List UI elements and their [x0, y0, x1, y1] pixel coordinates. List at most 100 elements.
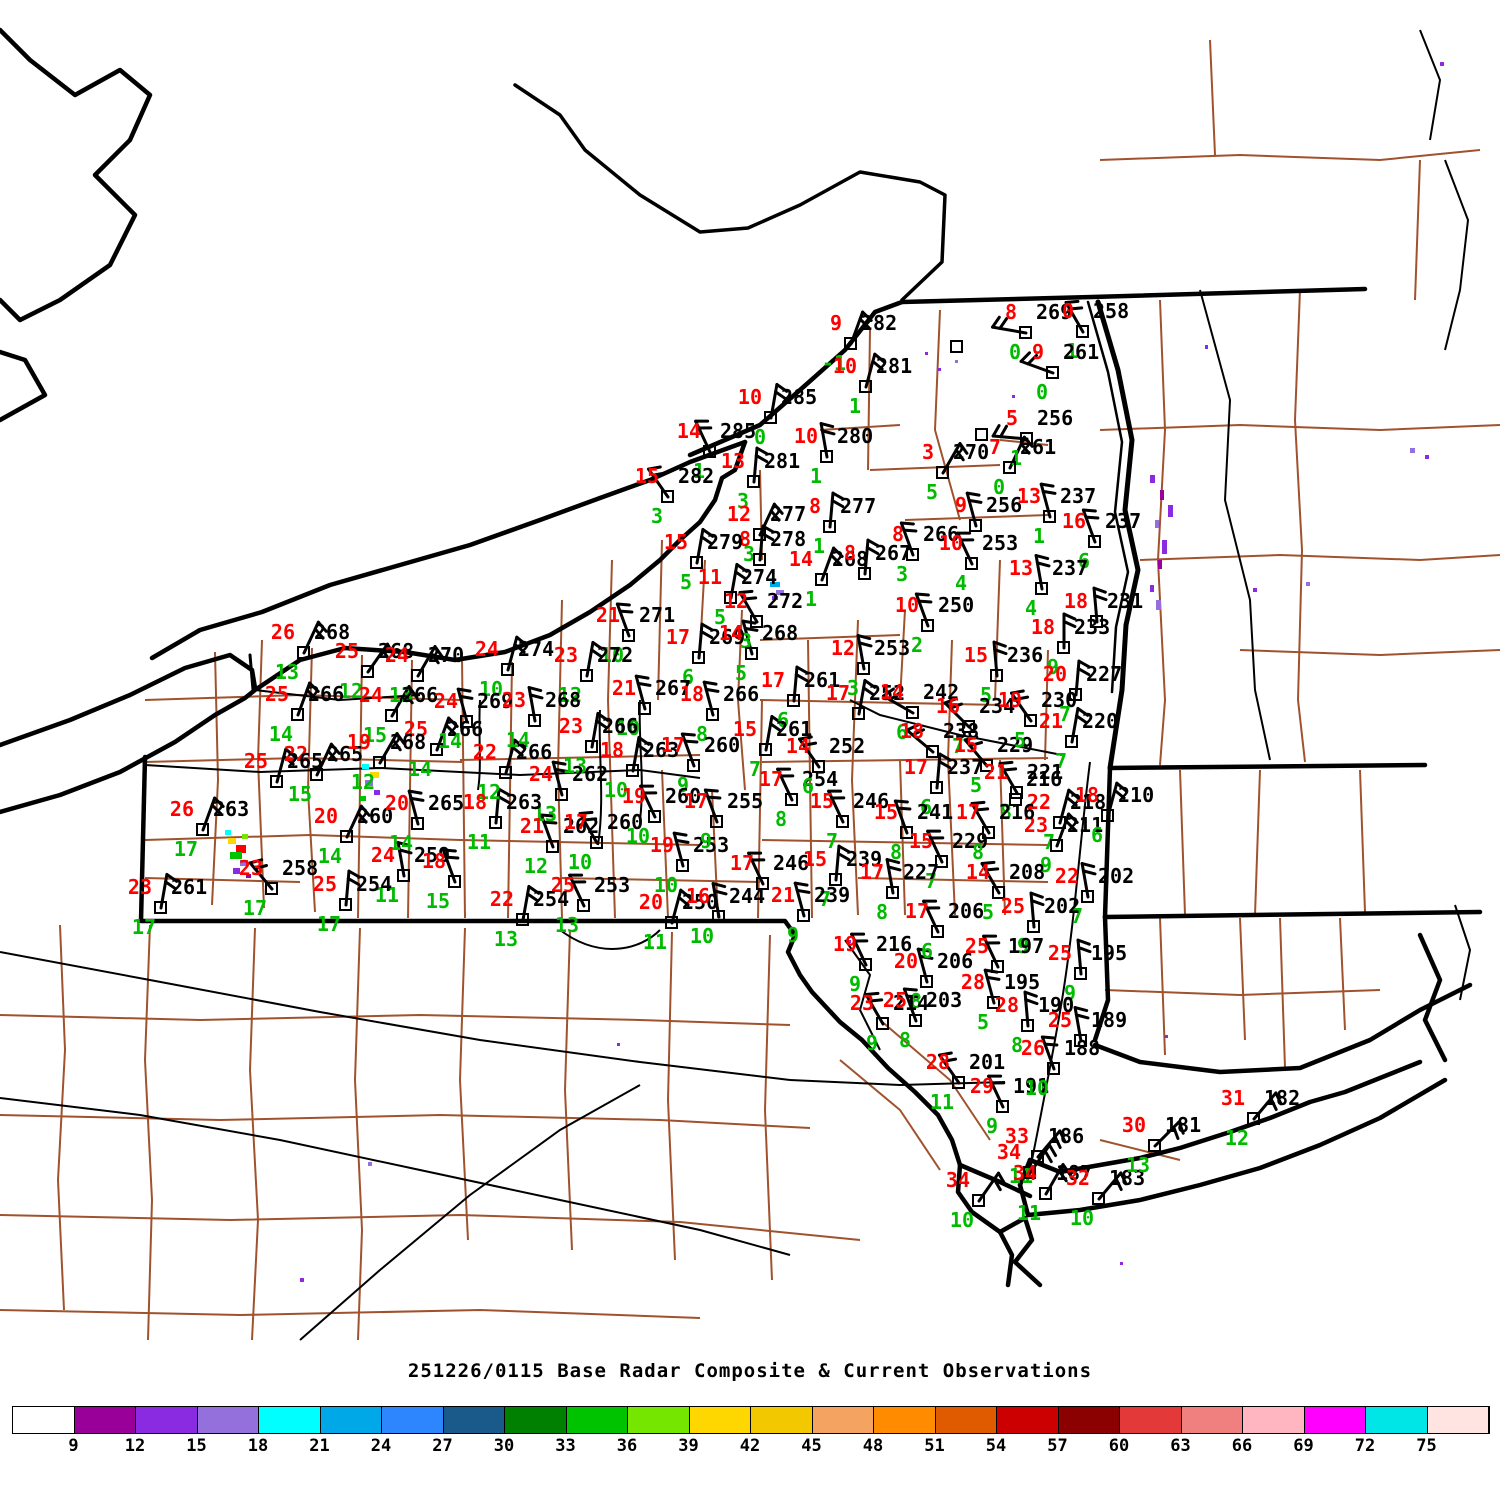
station-pressure: 234 [979, 694, 1016, 718]
colorbar-segment [1181, 1407, 1243, 1433]
wind-barb [1076, 667, 1091, 677]
station-dewpoint: 9 [1046, 655, 1059, 679]
station-temperature: 8 [891, 522, 904, 546]
wind-barb [899, 521, 915, 526]
wind-barb [1119, 1171, 1128, 1186]
wind-barb [346, 877, 361, 887]
wind-barb [497, 787, 511, 797]
station-dewpoint: 13 [562, 754, 587, 778]
station-pressure: 202 [1098, 864, 1135, 888]
station-pressure: 285 [720, 419, 757, 443]
wind-barb [1043, 1149, 1053, 1164]
wind-barb [409, 796, 425, 802]
station-marker [747, 475, 760, 488]
state-borders [0, 27, 1483, 1288]
station-dewpoint: 15 [425, 889, 450, 913]
station-dewpoint: 3 [742, 542, 755, 566]
station-temperature: 23 [1023, 813, 1048, 837]
wind-barb [914, 592, 930, 597]
wind-barb [711, 882, 727, 889]
vt-ma-border [1107, 762, 1428, 771]
colorbar-tick-label: 42 [739, 1436, 761, 1456]
station-temperature: 14 [676, 419, 701, 443]
station-dewpoint: 6 [919, 795, 932, 819]
wind-barb [862, 686, 875, 697]
wind-barb [674, 838, 690, 844]
colorbar-segment [1366, 1407, 1428, 1433]
wind-barb [916, 947, 932, 953]
station-dewpoint: 7 [748, 757, 761, 781]
wind-barb [948, 702, 963, 710]
colorbar-tick-label: 9 [68, 1436, 79, 1456]
station-pressure: 216 [876, 932, 913, 956]
wind-barb [699, 630, 714, 640]
station-temperature: 21 [1038, 709, 1063, 733]
station-marker [1027, 920, 1040, 933]
wind-barb [359, 804, 371, 817]
station-dewpoint: 13 [554, 913, 579, 937]
station-temperature: 17 [660, 733, 685, 757]
wind-barb [679, 888, 692, 900]
station-pressure: 268 [832, 547, 869, 571]
station-temperature: 19 [832, 932, 857, 956]
station-pressure: 183 [1109, 1166, 1146, 1190]
ny-ma-border [1102, 765, 1113, 920]
station-temperature: 8 [843, 541, 856, 565]
station-marker [982, 826, 995, 839]
station-dewpoint: 5 [713, 605, 726, 629]
radar-echo [938, 368, 941, 371]
station-marker [1247, 1112, 1260, 1125]
station-dewpoint: 7 [951, 734, 964, 758]
station-dewpoint: 1 [692, 459, 705, 483]
wind-barb [213, 796, 225, 808]
station-dewpoint: 10 [1069, 1206, 1094, 1230]
station-marker [676, 859, 689, 872]
station-temperature: 25 [1047, 1008, 1072, 1032]
station-dewpoint: 9 [1063, 981, 1076, 1005]
station-pressure: 220 [1082, 709, 1119, 733]
station-dewpoint: 14 [388, 831, 413, 855]
wind-barb [326, 749, 338, 762]
station-dewpoint: 1 [1032, 524, 1045, 548]
station-marker [1088, 535, 1101, 548]
wind-barb [992, 640, 1007, 648]
station-dewpoint: 13 [493, 927, 518, 951]
station-marker [703, 445, 716, 458]
wind-barb [861, 310, 873, 322]
station-marker [460, 715, 473, 728]
station-marker [712, 910, 725, 923]
station-pressure: 259 [414, 843, 451, 867]
station-marker [980, 759, 993, 772]
station-marker [1050, 839, 1063, 852]
wind-barb [407, 789, 423, 795]
wind-barb [793, 881, 809, 887]
station-dewpoint: 17 [173, 837, 198, 861]
radar-colorbar [12, 1406, 1490, 1434]
station-dewpoint: 10 [949, 1208, 974, 1232]
station-pressure: 261 [776, 717, 813, 741]
wind-barb [578, 810, 594, 816]
station-temperature: 22 [283, 742, 308, 766]
station-temperature: 7 [988, 435, 1001, 459]
wind-barb [830, 499, 845, 509]
wind-barb [761, 524, 775, 534]
radar-echo [1162, 540, 1167, 554]
station-pressure: 269 [477, 689, 514, 713]
wind-barb [1058, 1129, 1067, 1144]
station-dewpoint: 10 [615, 716, 640, 740]
station-pressure: 274 [518, 637, 555, 661]
station-pressure: 261 [171, 875, 208, 899]
station-pressure: 190 [1038, 993, 1075, 1017]
wind-barb [1076, 707, 1090, 717]
wind-barb [444, 855, 460, 860]
wind-barb [528, 693, 544, 700]
wind-barb [416, 645, 437, 678]
station-pressure: 266 [723, 682, 760, 706]
wind-barb [980, 860, 996, 866]
station-marker [886, 886, 899, 899]
station-temperature: 24 [433, 689, 458, 713]
station-temperature: 15 [809, 789, 834, 813]
wind-barb [858, 317, 871, 330]
wind-barb [885, 858, 901, 865]
station-pressure: 268 [314, 620, 351, 644]
